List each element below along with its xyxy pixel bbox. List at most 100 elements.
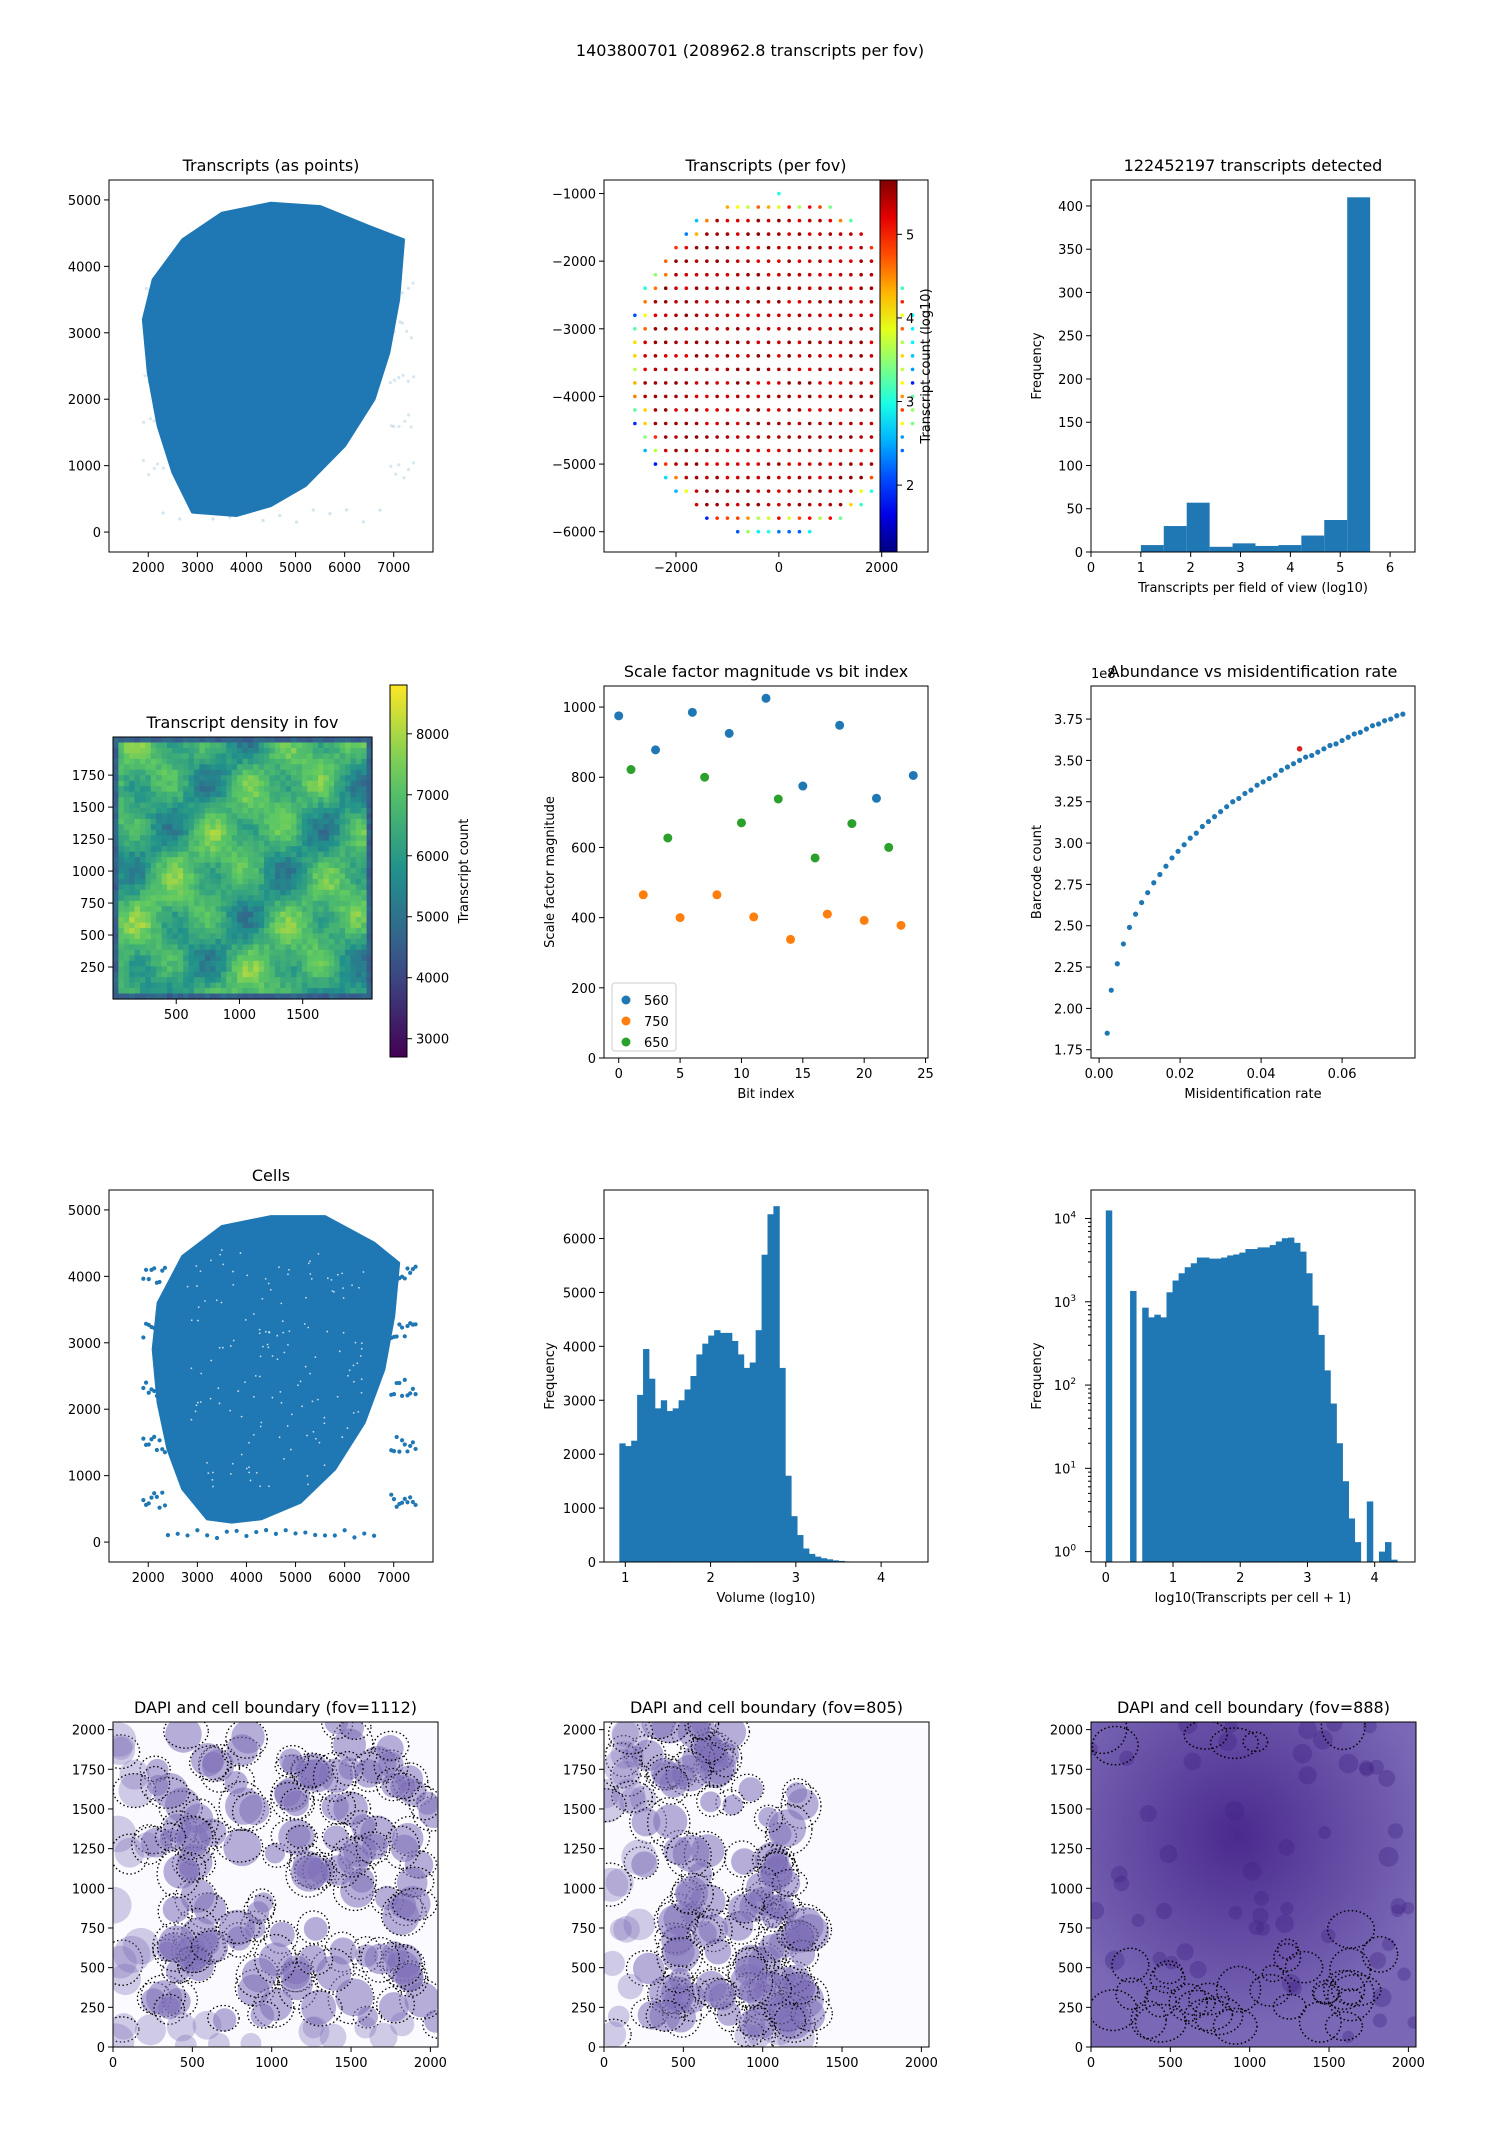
density-cell (350, 824, 357, 831)
density-cell (323, 868, 330, 875)
density-cell (253, 884, 260, 891)
fov-point (859, 448, 863, 453)
nucleus (1338, 1753, 1359, 1774)
density-cell (113, 895, 119, 902)
density-cell (301, 824, 308, 831)
cell-boundary (661, 1937, 701, 1968)
density-cell (361, 758, 368, 765)
fov-point (746, 354, 750, 358)
axes-dapi1: 0 500 1000 1500 2000025050075010001250150017… (72, 1698, 447, 2071)
density-cell (161, 742, 168, 749)
gap-speck (264, 1330, 267, 1333)
fov-point (777, 502, 781, 507)
density-cell (307, 938, 314, 946)
density-cell (328, 829, 335, 836)
nucleus (785, 1906, 824, 1945)
density-cell (188, 835, 195, 842)
density-cell (350, 753, 357, 760)
x-tick-label: 2000 (865, 561, 898, 576)
nucleus (1252, 1907, 1269, 1924)
y-tick-label: 2000 (563, 1724, 596, 1739)
density-cell (231, 846, 238, 853)
gap-speck (288, 1268, 290, 1271)
density-cell (161, 966, 168, 973)
density-cell (145, 960, 152, 967)
density-cell (166, 862, 173, 869)
cell-point (152, 1491, 157, 1496)
fov-point (766, 462, 771, 466)
density-cell (301, 928, 308, 935)
gap-speck (246, 1274, 249, 1277)
density-cell (323, 944, 330, 951)
nucleus (1254, 1890, 1270, 1906)
density-cell (291, 758, 298, 765)
density-cell (145, 769, 152, 776)
x-axis-label: log10(Transcripts per cell + 1) (1155, 1591, 1352, 1606)
x-tick-label: 500 (180, 2056, 205, 2071)
density-cell (307, 840, 314, 847)
density-cell (339, 889, 346, 896)
fov-point (643, 448, 647, 453)
cell-point (185, 1533, 190, 1538)
hist-bar (726, 1332, 733, 1562)
density-cell (139, 982, 146, 989)
density-cell (318, 873, 325, 880)
density-cell (156, 977, 163, 984)
gap-speck (280, 1302, 283, 1305)
axes-frame (108, 179, 434, 553)
cell-point (413, 1392, 418, 1397)
scale-point (663, 833, 673, 843)
x-tick-label: 1000 (255, 2056, 288, 2071)
density-cell (177, 922, 184, 929)
density-cell (291, 878, 298, 885)
density-cell (307, 868, 314, 875)
hist-bar (832, 1560, 840, 1562)
gap-speck (210, 1259, 212, 1262)
density-cell (285, 753, 292, 760)
density-cell (291, 889, 298, 896)
density-cell (237, 829, 244, 836)
density-cell (210, 966, 217, 973)
density-cell (113, 813, 119, 820)
fov-point (900, 394, 905, 399)
density-cell (204, 993, 211, 1000)
fov-point (694, 408, 699, 412)
abund-point (1157, 871, 1163, 878)
density-cell (339, 917, 346, 924)
cell-boundary (1193, 1995, 1244, 2036)
abund-point (1309, 752, 1315, 759)
y-tick-label: 1500 (72, 1803, 105, 1818)
density-cell (264, 802, 271, 809)
nucleus (239, 1794, 270, 1825)
density-cell (166, 742, 173, 749)
density-cell (312, 857, 319, 864)
density-cell (345, 824, 352, 831)
cell-point (399, 1325, 405, 1330)
cell-point (224, 1529, 229, 1534)
density-cell (161, 960, 168, 967)
hist-bar (791, 1516, 798, 1562)
density-cell (258, 993, 265, 1000)
hist-bar (1184, 1267, 1192, 1562)
density-cell (199, 933, 206, 940)
density-cell (226, 955, 233, 962)
density-cell (166, 857, 173, 864)
fov-point (828, 245, 833, 250)
nucleus (118, 1773, 153, 1808)
nucleus (664, 1936, 695, 1967)
fov-point (910, 421, 915, 426)
density-cell (231, 737, 238, 744)
density-cell (296, 753, 303, 760)
fov-point (694, 354, 699, 358)
density-cell (253, 753, 260, 760)
hist-bar (1263, 1247, 1271, 1562)
fov-point (694, 286, 699, 291)
density-cell (231, 797, 238, 804)
density-cell (166, 922, 173, 929)
density-cell (118, 851, 125, 858)
y-tick-label: 1750 (72, 1763, 105, 1778)
cell-point (394, 1334, 399, 1339)
density-cell (307, 960, 314, 967)
fov-point (807, 448, 812, 453)
